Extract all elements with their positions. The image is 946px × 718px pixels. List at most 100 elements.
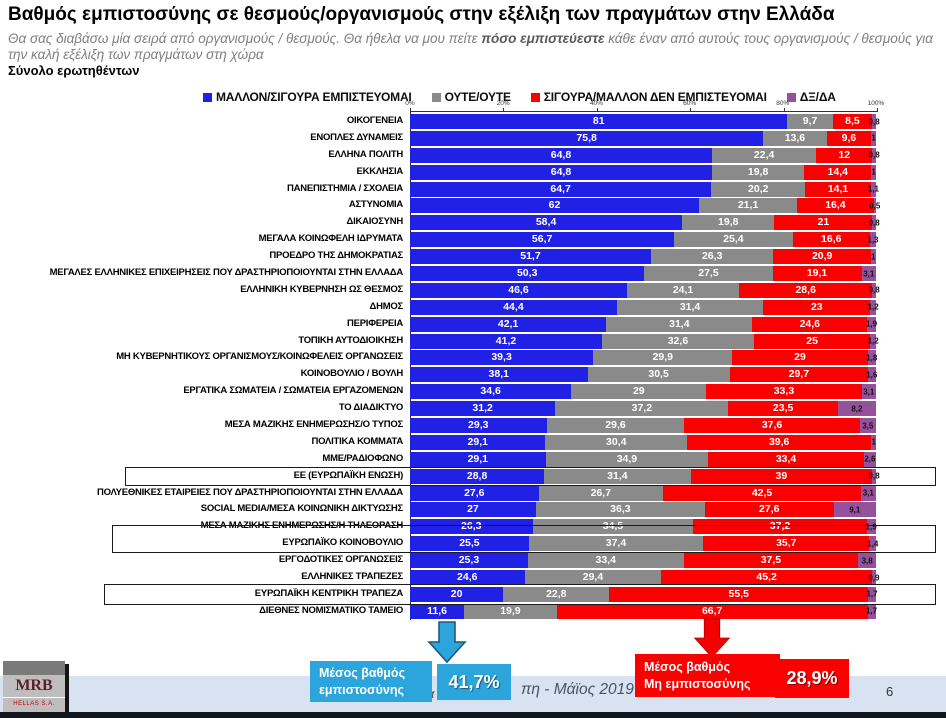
row-label: ΠΡΟΕΔΡΟ ΤΗΣ ΔΗΜΟΚΡΑΤΙΑΣ bbox=[269, 250, 403, 262]
bar-value-neutral: 21,1 bbox=[737, 199, 759, 212]
x-axis-tick: 40% bbox=[589, 100, 603, 107]
row-bar: 28,8 31,4 39 0,8 bbox=[410, 468, 880, 484]
bar-value-dk: 0,8 bbox=[868, 471, 880, 481]
bar-segment-trust: 39,3 bbox=[410, 350, 594, 366]
bar-segment-trust: 26,3 bbox=[410, 519, 533, 535]
bar-segment-distrust: 42,5 bbox=[663, 485, 862, 501]
bar-value-neutral: 26,7 bbox=[590, 486, 612, 499]
chart-row: SOCIAL MEDIA/ΜΕΣΑ ΚΟΙΝΩΝΙΚΗ ΔΙΚΤΥΩΣΗΣ 27 3… bbox=[0, 501, 946, 518]
bar-segment-dk: 1,7 bbox=[866, 586, 878, 602]
bar-value-trust: 11,6 bbox=[427, 604, 447, 617]
bar-segment-neutral: 25,4 bbox=[674, 232, 793, 248]
bar-segment-distrust: 29,7 bbox=[729, 367, 869, 383]
bar-value-dk: 0,8 bbox=[868, 285, 880, 295]
bar-segment-neutral: 19,8 bbox=[682, 215, 775, 231]
bar-segment-dk: 3,1 bbox=[861, 384, 876, 400]
bar-segment-neutral: 26,7 bbox=[538, 485, 664, 501]
bar-value-neutral: 27,5 bbox=[698, 267, 719, 280]
bar-value-distrust: 16,4 bbox=[825, 199, 846, 212]
bar-value-trust: 62 bbox=[548, 199, 561, 212]
avg-distrust-label: Μέσος βαθμός Μη εμπιστοσύνης bbox=[635, 654, 780, 697]
bar-value-distrust: 29 bbox=[794, 351, 806, 364]
bar-value-distrust: 33,3 bbox=[773, 385, 795, 398]
bar-value-dk: 3,1 bbox=[863, 269, 875, 279]
chart-row: ΕΛΛΗΝΙΚΕΣ ΤΡΑΠΕΖΕΣ 24,6 29,4 45,2 0,9 bbox=[0, 569, 946, 586]
bar-segment-dk: 1,4 bbox=[867, 536, 878, 552]
bar-value-trust: 29,3 bbox=[468, 419, 489, 432]
chart-row: ΑΣΤΥΝΟΜΙΑ 62 21,1 16,4 0,5 bbox=[0, 197, 946, 214]
bar-value-trust: 51,7 bbox=[520, 250, 541, 263]
bar-value-dk: 0,9 bbox=[868, 573, 880, 583]
row-bar: 58,4 19,8 21 0,8 bbox=[410, 215, 880, 231]
bar-segment-trust: 64,8 bbox=[410, 147, 712, 163]
bar-segment-trust: 20 bbox=[410, 586, 504, 602]
bar-segment-neutral: 30,4 bbox=[545, 434, 687, 450]
row-label: ΕΛΛΗΝΙΚΕΣ ΤΡΑΠΕΖΕΣ bbox=[301, 571, 403, 583]
row-bar: 20 22,8 55,5 1,7 bbox=[410, 586, 878, 602]
row-label: ΕΡΓΟΔΟΤΙΚΕΣ ΟΡΓΑΝΩΣΕΙΣ bbox=[278, 554, 403, 566]
bar-segment-distrust: 39 bbox=[690, 468, 873, 484]
row-label: ΟΙΚΟΓΕΝΕΙΑ bbox=[346, 115, 403, 126]
row-bar: 56,7 25,4 16,6 1,3 bbox=[410, 232, 879, 248]
bar-segment-trust: 81 bbox=[410, 114, 788, 129]
bar-value-trust: 41,2 bbox=[495, 334, 517, 347]
chart-row: ΔΙΚΑΙΟΣΥΝΗ 58,4 19,8 21 0,8 bbox=[0, 214, 946, 231]
x-axis-tick: 0% bbox=[405, 100, 415, 107]
chart-row: ΜΗ ΚΥΒΕΡΝΗΤΙΚΟΥΣ ΟΡΓΑΝΙΣΜΟΥΣ/ΚΟΙΝΩΦΕΛΕΙΣ… bbox=[0, 349, 946, 366]
bar-value-trust: 20 bbox=[450, 587, 463, 600]
bar-segment-neutral: 32,6 bbox=[601, 333, 754, 349]
bar-segment-neutral: 29,9 bbox=[593, 350, 733, 366]
row-bar: 39,3 29,9 29 1,8 bbox=[410, 350, 877, 366]
row-label: ΠΟΛΥΕΘΝΙΚΕΣ ΕΤΑΙΡΕΙΕΣ ΠΟΥ ΔΡΑΣΤΗΡΙΟΠΟΙΟΥ… bbox=[96, 486, 403, 498]
row-bar: 51,7 26,3 20,9 1 bbox=[410, 249, 876, 265]
legend-label: ΣΙΓΟΥΡΑ/ΜΑΛΛΟΝ ΔΕΝ ΕΜΠΙΣΤΕΥΟΜΑΙ bbox=[543, 90, 767, 104]
row-label: ΕΥΡΩΠΑΪΚΗ ΚΕΝΤΡΙΚΗ ΤΡΑΠΕΖΑ bbox=[254, 587, 403, 599]
bar-value-neutral: 30,5 bbox=[648, 368, 669, 381]
row-bar: 81 9,7 8,5 0,8 bbox=[410, 114, 880, 129]
survey-question: Θα σας διαβάσω μία σειρά από οργανισμούς… bbox=[8, 31, 944, 64]
bar-value-trust: 27,6 bbox=[464, 486, 485, 499]
row-label: ΠΕΡΙΦΕΡΕΙΑ bbox=[347, 317, 403, 329]
bar-segment-neutral: 31,4 bbox=[616, 299, 764, 315]
chart-row: ΠΕΡΙΦΕΡΕΙΑ 42,1 31,4 24,6 1,9 bbox=[0, 316, 946, 333]
bar-segment-dk: 0,8 bbox=[869, 468, 880, 484]
bar-segment-neutral: 26,3 bbox=[650, 249, 774, 265]
x-axis-tick: 80% bbox=[776, 100, 790, 107]
bar-segment-dk: 9,1 bbox=[833, 502, 876, 518]
bar-value-dk: 2,6 bbox=[864, 454, 876, 464]
bar-segment-trust: 62 bbox=[410, 198, 699, 214]
bar-value-trust: 26,3 bbox=[461, 520, 482, 533]
bar-segment-neutral: 34,5 bbox=[532, 519, 694, 535]
bar-value-trust: 50,3 bbox=[516, 267, 538, 280]
bar-value-distrust: 37,6 bbox=[761, 419, 783, 432]
bar-value-distrust: 12 bbox=[838, 148, 851, 161]
bar-value-trust: 39,3 bbox=[491, 351, 512, 364]
legend-swatch-icon bbox=[530, 92, 540, 102]
bar-segment-neutral: 13,6 bbox=[763, 130, 827, 146]
x-axis-tick: 100% bbox=[867, 100, 885, 107]
x-axis-tick: 60% bbox=[683, 100, 697, 107]
x-axis-tick-mark bbox=[503, 108, 505, 112]
bar-value-neutral: 26,3 bbox=[701, 250, 723, 263]
bar-value-distrust: 39,6 bbox=[768, 435, 790, 448]
chart-row: ΕΕ (ΕΥΡΩΠΑΪΚΗ ΕΝΩΣΗ) 28,8 31,4 39 0,8 bbox=[0, 466, 946, 486]
bar-value-dk: 1,9 bbox=[865, 522, 877, 532]
bar-value-dk: 3,1 bbox=[862, 488, 874, 498]
row-bar: 34,6 29 33,3 3,1 bbox=[410, 384, 876, 400]
bar-segment-trust: 64,8 bbox=[410, 164, 712, 180]
bar-segment-trust: 42,1 bbox=[410, 316, 607, 332]
stacked-bar-chart: ΟΙΚΟΓΕΝΕΙΑ 81 9,7 8,5 0,8 ΕΝΟΠΛΕΣ ΔΥΝΑΜΕΙΣ 75,… bbox=[0, 113, 946, 620]
bar-segment-distrust: 29 bbox=[732, 350, 868, 366]
bar-value-trust: 38,1 bbox=[488, 368, 509, 381]
chart-row: ΜΕΣΑ ΜΑΖΙΚΗΣ ΕΝΗΜΕΡΩΣΗΣ/Η ΤΗΛΕΟΡΑΣΗ 26,3 3… bbox=[0, 518, 946, 535]
bar-value-neutral: 31,4 bbox=[669, 317, 690, 330]
bar-segment-trust: 25,5 bbox=[410, 536, 529, 552]
bar-segment-distrust: 37,2 bbox=[693, 519, 867, 535]
bar-segment-dk: 1,9 bbox=[865, 519, 877, 535]
bar-value-trust: 27 bbox=[467, 503, 479, 516]
bar-segment-neutral: 30,5 bbox=[587, 367, 730, 383]
bar-value-neutral: 34,9 bbox=[616, 452, 638, 465]
row-label: ΑΣΤΥΝΟΜΙΑ bbox=[348, 199, 403, 211]
bar-segment-trust: 29,3 bbox=[410, 418, 547, 434]
